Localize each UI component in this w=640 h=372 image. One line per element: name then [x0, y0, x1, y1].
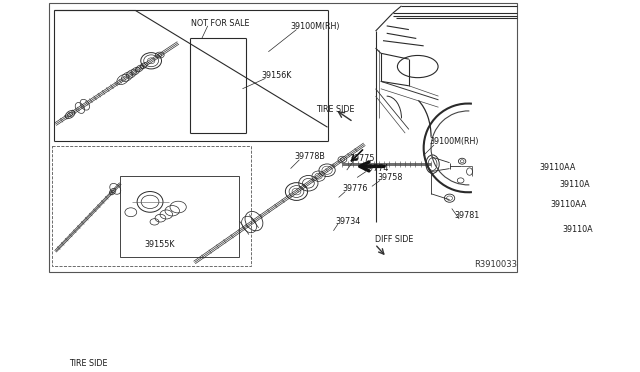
Text: R3910033: R3910033 [474, 260, 517, 269]
Text: DIFF SIDE: DIFF SIDE [375, 235, 413, 244]
Text: 39110A: 39110A [563, 225, 593, 234]
Text: 39774: 39774 [363, 164, 388, 173]
Text: 39758: 39758 [378, 173, 403, 182]
Text: 39781: 39781 [455, 211, 480, 221]
Text: 39155K: 39155K [144, 240, 175, 248]
Bar [120, 176, 239, 257]
Text: TIRE SIDE: TIRE SIDE [68, 359, 107, 368]
Bar [52, 147, 251, 266]
Text: 39110AA: 39110AA [551, 200, 588, 209]
Text: 39156K: 39156K [261, 71, 291, 80]
Text: 39100M(RH): 39100M(RH) [429, 138, 479, 147]
Text: 39778B: 39778B [294, 152, 325, 161]
Text: 39734: 39734 [335, 217, 360, 226]
Text: 39776: 39776 [342, 184, 368, 193]
Text: TIRE SIDE: TIRE SIDE [316, 105, 355, 114]
Text: 39100M(RH): 39100M(RH) [291, 22, 340, 31]
Text: 39775: 39775 [349, 154, 375, 163]
Text: 39110AA: 39110AA [539, 163, 575, 171]
Text: NOT FOR SALE: NOT FOR SALE [191, 19, 250, 28]
Text: 39110A: 39110A [560, 180, 590, 189]
